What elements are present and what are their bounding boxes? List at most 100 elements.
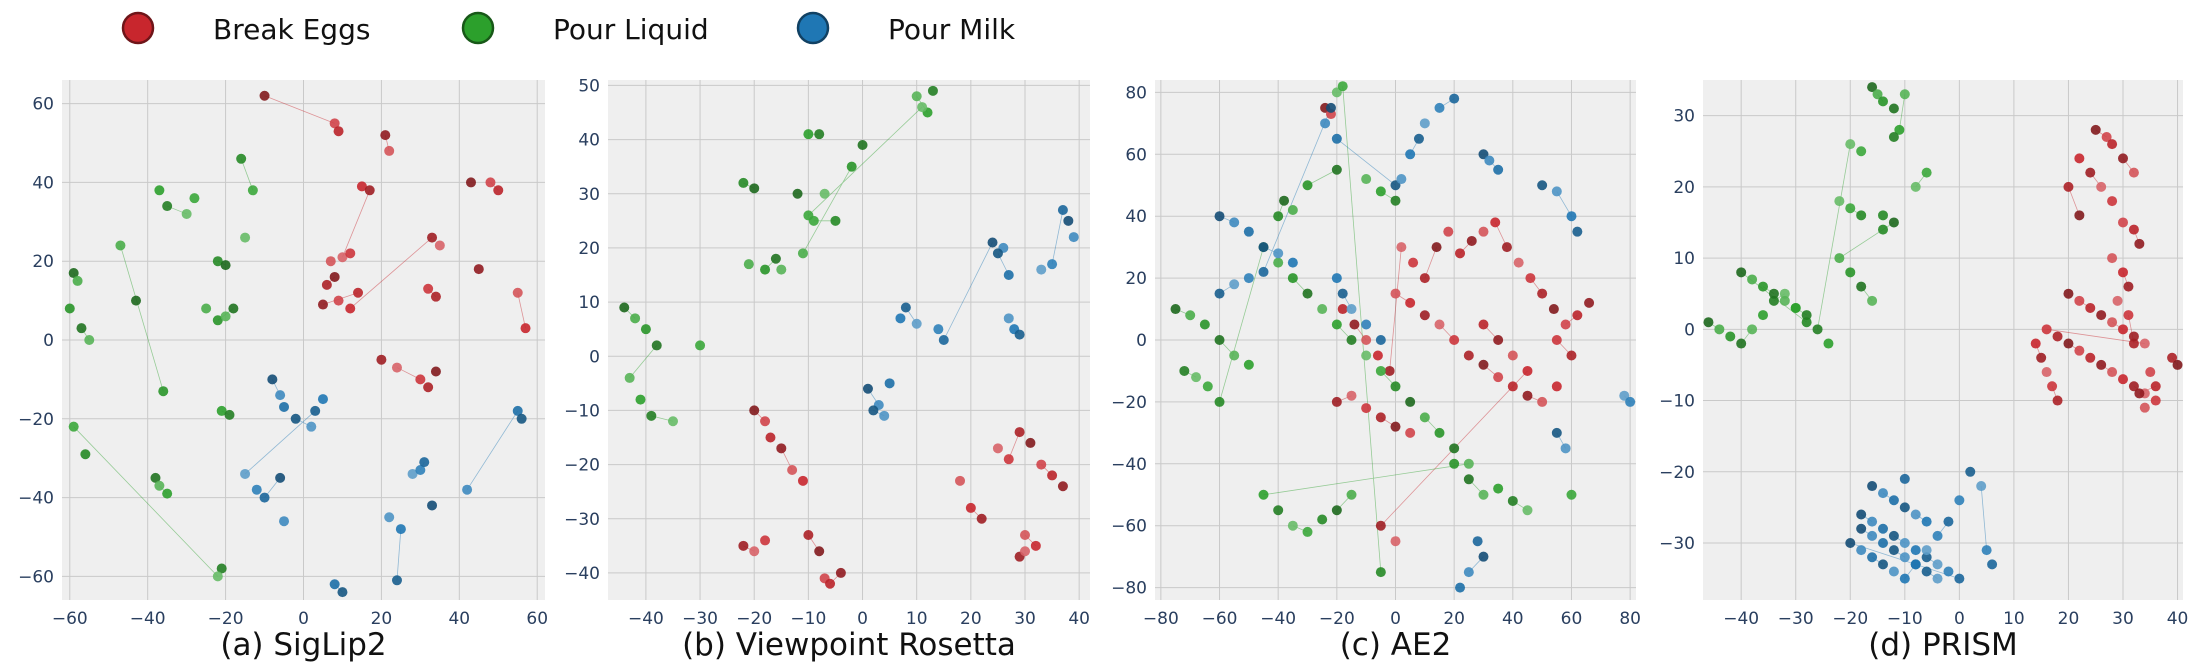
- y-tick-label: −20: [1111, 393, 1147, 413]
- y-tick-label: 50: [578, 76, 600, 96]
- data-point: [2150, 381, 2161, 392]
- data-point: [1548, 304, 1559, 315]
- data-point: [1273, 248, 1284, 259]
- data-point: [1584, 297, 1595, 308]
- legend-marker: [796, 11, 830, 45]
- data-point: [1337, 304, 1348, 315]
- data-point: [2167, 352, 2178, 363]
- data-point: [803, 210, 814, 221]
- y-tick-label: 0: [1684, 320, 1695, 340]
- data-point: [814, 546, 825, 557]
- x-tick-labels: −40 −30 −20 −10 0 10 20 30 40: [628, 609, 1090, 629]
- data-point: [1375, 365, 1386, 376]
- data-point: [868, 405, 879, 416]
- data-point: [1478, 551, 1489, 562]
- data-point: [1522, 505, 1533, 516]
- legend-label: Pour Milk: [888, 13, 1016, 46]
- data-point: [2047, 381, 2058, 392]
- data-point: [391, 362, 402, 373]
- x-tick-label: −40: [1723, 609, 1759, 629]
- data-point: [1478, 489, 1489, 500]
- data-point: [384, 512, 395, 523]
- data-point: [1020, 546, 1031, 557]
- data-point: [1878, 224, 1888, 235]
- connector-line: [1219, 247, 1264, 403]
- x-tick-label: 10: [2003, 609, 2025, 629]
- data-point: [2118, 217, 2128, 228]
- data-point: [395, 524, 406, 535]
- connector-line: [2068, 186, 2080, 216]
- data-point: [2052, 331, 2063, 342]
- data-point: [911, 91, 922, 102]
- data-point: [493, 185, 504, 196]
- data-point: [1375, 186, 1386, 197]
- data-point: [1867, 516, 1878, 527]
- data-point: [259, 492, 270, 503]
- data-point: [976, 513, 987, 524]
- gridlines: [62, 80, 545, 600]
- data-point: [2030, 338, 2041, 349]
- data-point: [1537, 180, 1548, 191]
- data-point: [212, 571, 223, 582]
- data-point: [1390, 288, 1401, 299]
- x-tick-label: 0: [857, 609, 868, 629]
- data-point: [1466, 235, 1477, 246]
- data-point: [630, 313, 641, 324]
- data-point: [1845, 267, 1856, 278]
- data-point: [329, 118, 340, 129]
- y-tick-label: 40: [1125, 207, 1147, 227]
- y-tick-label: 20: [1673, 178, 1695, 198]
- data-point: [1921, 545, 1932, 556]
- data-point: [415, 465, 426, 475]
- data-point: [1965, 466, 1976, 477]
- connector-line: [1817, 144, 1851, 330]
- data-point: [2074, 345, 2085, 356]
- y-tick-label: 0: [43, 331, 54, 351]
- data-point: [220, 260, 231, 271]
- data-point: [1434, 319, 1445, 330]
- data-point: [1057, 205, 1068, 215]
- data-point: [1703, 317, 1714, 328]
- x-tick-label: 80: [1619, 609, 1641, 629]
- data-point: [900, 302, 911, 313]
- data-point: [2096, 181, 2107, 192]
- data-point: [520, 323, 531, 334]
- data-point: [1932, 559, 1943, 570]
- data-point: [1758, 310, 1768, 321]
- data-point: [1346, 335, 1357, 345]
- data-point: [835, 567, 846, 578]
- data-point: [1361, 403, 1372, 414]
- x-tick-label: −40: [130, 609, 166, 629]
- y-tick-label: −40: [18, 489, 54, 509]
- data-point: [1320, 118, 1331, 129]
- data-point: [776, 443, 787, 454]
- data-point: [2036, 352, 2047, 363]
- data-point: [1273, 257, 1284, 268]
- data-point: [1279, 195, 1290, 206]
- data-point: [760, 416, 771, 427]
- data-point: [1493, 372, 1504, 383]
- y-tick-label: 10: [1673, 249, 1695, 269]
- data-point: [1361, 174, 1372, 185]
- data-point: [1331, 133, 1342, 144]
- data-point: [1845, 139, 1856, 150]
- y-tick-label: 60: [32, 95, 54, 115]
- data-point: [131, 295, 142, 306]
- data-point: [1910, 559, 1921, 570]
- data-point: [1287, 273, 1298, 284]
- data-point: [1899, 502, 1910, 513]
- data-point: [150, 472, 161, 483]
- data-point: [329, 579, 340, 590]
- data-point: [2096, 359, 2107, 370]
- x-tick-label: 20: [1443, 609, 1465, 629]
- x-tick-label: 20: [2058, 609, 2080, 629]
- panel-1: −60 −40 −20 0 20 40 60 −60 −40 −20 0 20 40 60 (a) SigL…: [18, 80, 548, 663]
- data-point: [1921, 167, 1932, 178]
- data-point: [1337, 288, 1348, 299]
- data-point: [1229, 279, 1240, 290]
- legend-marker: [121, 11, 155, 45]
- data-point: [1910, 509, 1921, 520]
- data-point: [879, 410, 890, 421]
- data-point: [1747, 274, 1758, 285]
